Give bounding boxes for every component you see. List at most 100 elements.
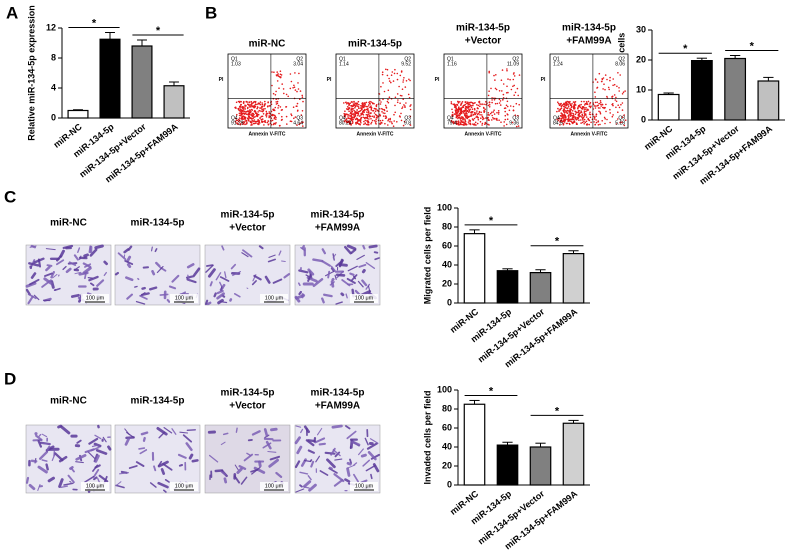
bar — [529, 272, 552, 304]
event-dot — [267, 120, 270, 122]
event-dot — [624, 119, 627, 121]
event-dot — [583, 109, 586, 111]
event-dot — [278, 112, 280, 115]
event-dot — [261, 105, 264, 108]
cell-stain — [77, 247, 81, 254]
event-dot — [476, 107, 479, 109]
event-dot — [455, 104, 457, 106]
cell-stain — [33, 294, 40, 301]
event-dot — [379, 123, 382, 125]
event-dot — [392, 80, 395, 82]
event-dot — [364, 102, 366, 104]
event-dot — [512, 105, 515, 108]
quadrant-name: Q1 — [553, 56, 560, 62]
cell-stain — [28, 483, 36, 491]
event-dot — [247, 113, 250, 116]
event-dot — [290, 80, 293, 83]
cell-stain — [310, 460, 315, 468]
event-dot — [405, 80, 408, 82]
cell-stain — [307, 439, 316, 443]
event-dot — [356, 105, 359, 107]
event-dot — [281, 83, 284, 85]
scale-bar-bg — [81, 294, 109, 303]
error-bar — [73, 109, 83, 111]
cell-stain — [216, 292, 225, 300]
event-dot — [455, 111, 457, 114]
event-dot — [563, 116, 565, 118]
event-dot — [479, 114, 481, 116]
event-dot — [569, 115, 572, 117]
event-dot — [500, 121, 502, 123]
event-dot — [557, 117, 560, 120]
event-dot — [478, 101, 480, 103]
event-dot — [605, 110, 607, 113]
event-dot — [344, 119, 347, 122]
event-dot — [501, 69, 504, 71]
event-dot — [451, 111, 454, 114]
event-dot — [357, 114, 359, 117]
event-dot — [506, 68, 508, 70]
error-bar — [137, 39, 147, 46]
event-dot — [561, 115, 563, 118]
cell-stain — [303, 425, 311, 434]
event-dot — [474, 113, 477, 116]
cell-stain — [153, 465, 157, 472]
event-dot — [474, 121, 477, 124]
cell-stain — [301, 244, 305, 250]
cell-stain — [305, 274, 310, 277]
event-dot — [238, 109, 240, 112]
event-dot — [624, 90, 626, 92]
event-dot — [464, 101, 467, 104]
event-dot — [256, 107, 258, 110]
cell-stain — [219, 276, 230, 282]
event-dot — [612, 104, 614, 107]
event-dot — [464, 120, 467, 123]
event-dot — [581, 117, 584, 120]
event-dot — [495, 88, 498, 91]
event-dot — [608, 88, 610, 91]
event-dot — [350, 117, 353, 119]
event-dot — [250, 100, 253, 103]
event-dot — [601, 78, 603, 80]
cell-stain — [326, 458, 336, 469]
event-dot — [451, 121, 454, 123]
event-dot — [403, 120, 406, 123]
event-dot — [366, 114, 369, 116]
event-dot — [517, 125, 520, 127]
cell-stain — [193, 267, 201, 277]
event-dot — [362, 110, 365, 112]
event-dot — [271, 114, 273, 116]
bar — [562, 253, 585, 304]
event-dot — [243, 108, 245, 110]
significance-mark: * — [156, 25, 161, 37]
event-dot — [488, 101, 491, 103]
event-dot — [490, 87, 492, 90]
event-dot — [480, 111, 483, 114]
event-dot — [507, 91, 509, 94]
event-dot — [273, 71, 275, 73]
cell-stain — [171, 274, 180, 283]
event-dot — [582, 119, 584, 121]
event-dot — [243, 112, 245, 114]
cell-stain — [30, 459, 38, 463]
event-dot — [363, 123, 365, 126]
event-dot — [497, 113, 500, 115]
cell-stain — [87, 451, 96, 460]
error-bar — [469, 399, 480, 405]
event-dot — [261, 110, 263, 113]
event-dot — [385, 117, 388, 119]
event-dot — [399, 74, 402, 77]
event-dot — [470, 104, 473, 107]
event-dot — [259, 117, 262, 119]
event-dot — [382, 115, 385, 117]
error-bar — [469, 229, 480, 234]
event-dot — [351, 116, 353, 118]
event-dot — [616, 118, 619, 120]
event-dot — [459, 123, 461, 125]
event-dot — [600, 101, 602, 104]
event-dot — [579, 112, 581, 114]
event-dot — [498, 119, 500, 121]
event-dot — [487, 123, 489, 126]
event-dot — [602, 88, 604, 90]
event-dot — [499, 104, 502, 106]
